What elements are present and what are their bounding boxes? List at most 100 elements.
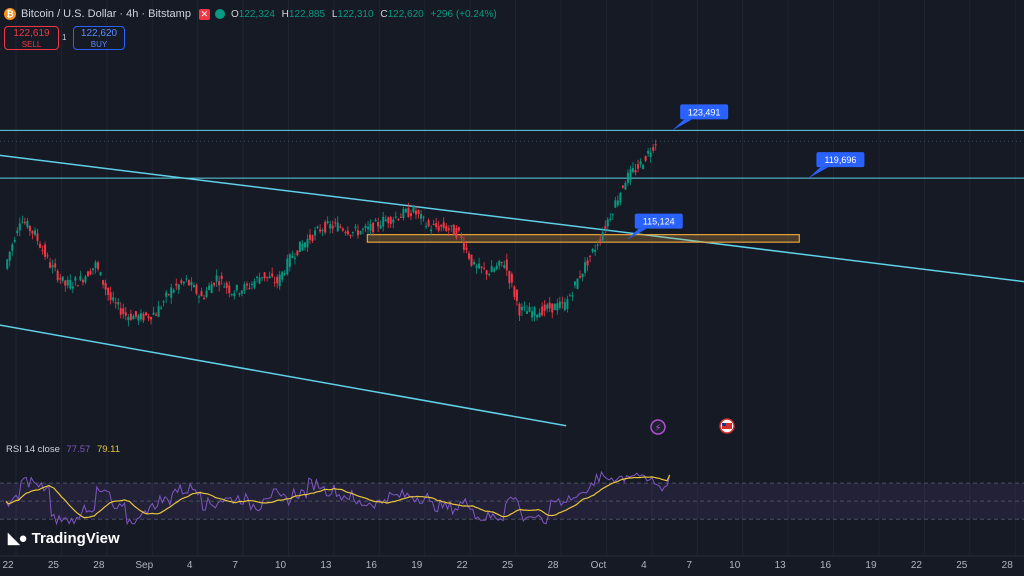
candle-body: [369, 223, 372, 231]
candle-body: [266, 276, 269, 278]
x-tick-label: 25: [502, 560, 514, 571]
close-icon[interactable]: ✕: [198, 8, 210, 20]
candle-body: [392, 219, 395, 223]
candle-body: [637, 164, 640, 169]
x-tick-label: 7: [232, 560, 238, 571]
x-tick-label: 22: [457, 560, 469, 571]
candle-body: [162, 301, 165, 303]
candle-body: [104, 283, 107, 290]
event-markers[interactable]: ⚡: [650, 418, 735, 435]
candle-body: [576, 278, 579, 289]
candle-body: [387, 217, 390, 223]
candle-body: [261, 277, 264, 279]
candle-body: [245, 283, 248, 286]
candle-body: [462, 241, 465, 250]
candle-body: [11, 244, 14, 251]
candle-body: [473, 262, 476, 265]
candle-body: [175, 283, 178, 286]
candle-body: [233, 293, 236, 297]
rsi-legend[interactable]: RSI 14 close 77.57 79.11: [6, 444, 120, 455]
candle-body: [389, 217, 392, 224]
price-callout: 115,124: [626, 213, 683, 240]
candle-body: [33, 230, 36, 235]
candle-body: [510, 273, 513, 283]
callout-label: 115,124: [643, 217, 675, 227]
candle-body: [652, 147, 655, 151]
candle-body: [546, 304, 549, 309]
lower-channel-line: [0, 324, 567, 427]
candle-body: [172, 290, 175, 293]
candle-body: [190, 281, 193, 286]
symbol-title[interactable]: Bitcoin / U.S. Dollar · 4h · Bitstamp: [21, 8, 191, 20]
candle-body: [167, 294, 170, 296]
candle-body: [553, 303, 556, 310]
candle-body: [508, 271, 511, 284]
candle-body: [414, 210, 417, 215]
x-tick-label: 22: [911, 560, 923, 571]
candle-body: [563, 302, 566, 311]
candle-body: [23, 221, 26, 224]
candle-body: [579, 276, 582, 278]
us-flag-icon: [719, 418, 735, 434]
candle-body: [642, 164, 645, 170]
candle-body: [334, 222, 337, 224]
candle-body: [291, 255, 294, 258]
candle-body: [18, 223, 21, 231]
market-status-icon[interactable]: [214, 9, 225, 19]
candle-body: [142, 313, 145, 321]
candle-body: [150, 317, 153, 320]
candle-body: [344, 231, 347, 233]
candle-body: [599, 239, 602, 241]
candle-body: [394, 216, 397, 218]
candle-body: [604, 226, 607, 229]
candle-body: [253, 281, 256, 288]
candle-body: [187, 279, 190, 286]
x-tick-label: 10: [729, 560, 741, 571]
candle-body: [601, 232, 604, 241]
candle-body: [581, 273, 584, 278]
candle-body: [165, 292, 168, 297]
x-axis: 22 25 28 Sep 4 7 10 13 16 19 22 25 28 Oct 4 7 10 13 16 19 22…: [2, 560, 1013, 571]
candle-body: [644, 156, 647, 161]
sell-button[interactable]: 122,619 SELL: [4, 26, 59, 50]
chart-overlays: 123,491 119,696 115,124: [0, 104, 1024, 427]
ohlc-readout: O122,324 H122,885 L122,310 C122,620 +296…: [230, 8, 497, 20]
price-change: +296 (+0.24%): [430, 8, 497, 20]
candle-body: [306, 238, 309, 248]
candle-body: [147, 316, 150, 318]
candle-body: [427, 220, 430, 227]
x-tick-label: 22: [2, 560, 14, 571]
x-tick-label: 25: [48, 560, 60, 571]
candle-body: [500, 261, 503, 263]
callout-pointer: [626, 228, 647, 240]
tradingview-logo[interactable]: ◣● TradingView: [8, 529, 120, 548]
lightning-glyph: ⚡: [654, 423, 661, 434]
x-tick-label: 13: [775, 560, 787, 571]
candle-body: [220, 275, 223, 280]
candle-body: [420, 214, 423, 219]
candle-body: [170, 287, 173, 298]
candle-body: [377, 221, 380, 227]
candle-body: [359, 231, 362, 235]
candle-body: [97, 262, 100, 270]
candle-body: [155, 314, 158, 316]
candle-body: [54, 263, 57, 268]
candle-body: [336, 222, 339, 232]
candle-body: [399, 216, 402, 218]
x-tick-label: 19: [411, 560, 423, 571]
candle-body: [382, 216, 385, 227]
candle-body: [566, 299, 569, 310]
candle-body: [407, 207, 410, 218]
candle-body: [324, 221, 327, 233]
candle-body: [127, 316, 130, 321]
candle-body: [84, 276, 87, 283]
x-tick-label: Sep: [135, 560, 153, 571]
callout-label: 119,696: [824, 155, 856, 165]
candle-body: [46, 255, 49, 257]
candle-body: [248, 287, 251, 289]
candle-body: [86, 271, 89, 277]
buy-button[interactable]: 122,620 BUY: [73, 26, 125, 50]
candle-body: [520, 306, 523, 311]
x-tick-label: 4: [187, 560, 193, 571]
